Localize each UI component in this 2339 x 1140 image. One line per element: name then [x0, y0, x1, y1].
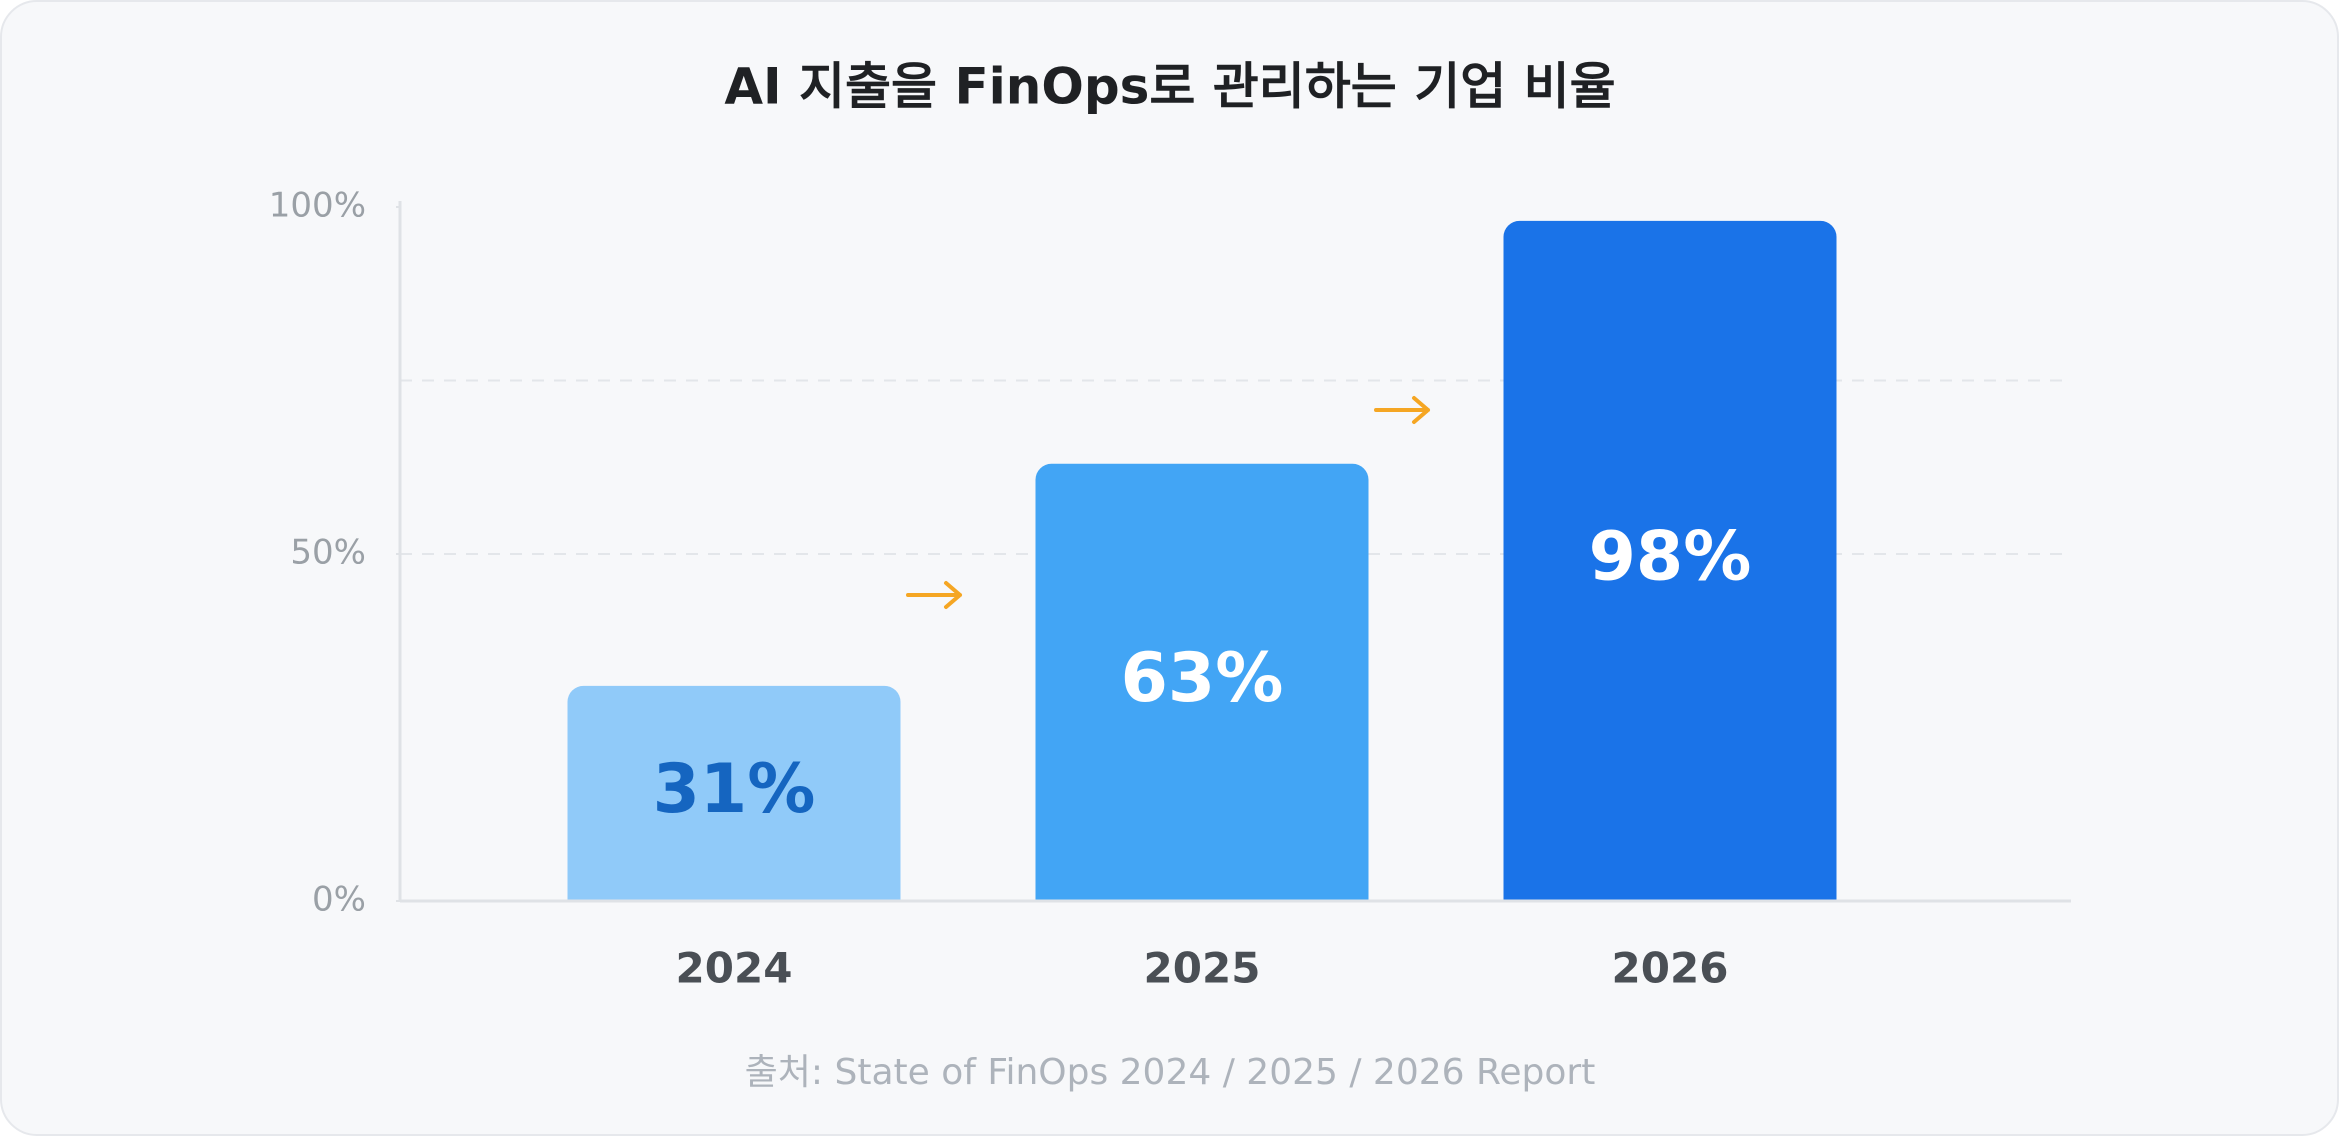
x-tick-label: 2025 — [1144, 944, 1261, 993]
x-tick-label: 2026 — [1612, 944, 1729, 993]
bar — [1503, 885, 1837, 901]
y-tick-label: 50% — [290, 533, 366, 573]
bar — [567, 885, 901, 901]
y-tick-label: 100% — [269, 186, 366, 226]
value-label: 63% — [1121, 639, 1284, 718]
bar — [1035, 885, 1369, 901]
x-tick-label: 2024 — [676, 944, 793, 993]
trend-arrow — [906, 581, 962, 609]
value-label: 98% — [1589, 517, 1752, 596]
trend-arrow — [1374, 396, 1430, 424]
bar — [1035, 463, 1369, 901]
chart-title: AI 지출을 FinOps로 관리하는 기업 비율 — [724, 58, 1615, 116]
bar — [1503, 220, 1837, 901]
bar — [567, 685, 901, 901]
value-label: 31% — [653, 750, 816, 829]
source-note: 출처: State of FinOps 2024 / 2025 / 2026 R… — [745, 1052, 1596, 1093]
y-tick-label: 0% — [312, 880, 366, 920]
